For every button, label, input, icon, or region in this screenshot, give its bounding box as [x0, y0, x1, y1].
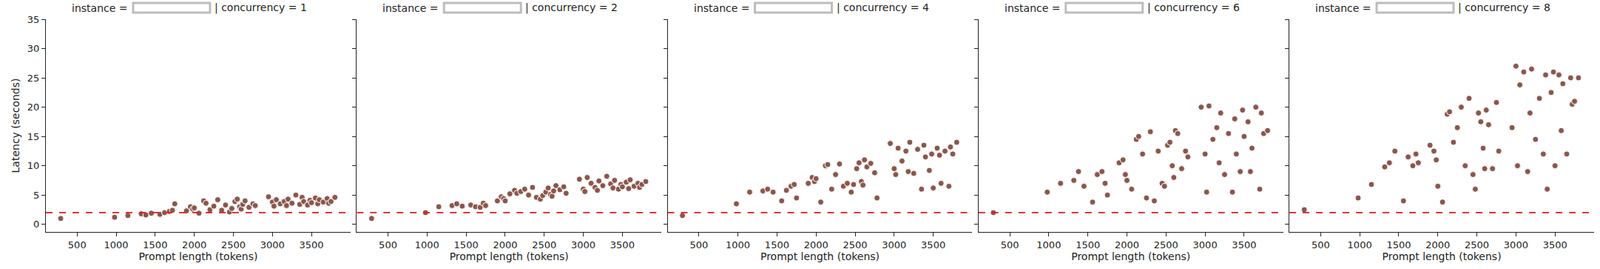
svg-text:instance =: instance = — [382, 2, 439, 15]
svg-text:3500: 3500 — [299, 238, 324, 251]
svg-text:10: 10 — [27, 159, 40, 171]
svg-text:2500: 2500 — [1153, 238, 1179, 251]
svg-text:1000: 1000 — [104, 238, 129, 251]
svg-text:35: 35 — [27, 14, 40, 26]
svg-text:Prompt length (tokens): Prompt length (tokens) — [1381, 250, 1501, 262]
svg-text:500: 500 — [689, 238, 708, 251]
svg-text:30: 30 — [27, 42, 40, 54]
svg-text:15: 15 — [27, 130, 40, 143]
svg-text:1500: 1500 — [454, 238, 479, 251]
svg-text:Prompt length (tokens): Prompt length (tokens) — [1071, 250, 1191, 262]
svg-text:2000: 2000 — [1114, 238, 1140, 251]
svg-text:instance =: instance = — [1315, 2, 1372, 15]
svg-text:5: 5 — [33, 189, 40, 201]
svg-text:2500: 2500 — [1464, 238, 1490, 251]
svg-text:Prompt length (tokens): Prompt length (tokens) — [760, 250, 880, 262]
svg-text:2000: 2000 — [492, 238, 518, 251]
svg-text:1000: 1000 — [725, 238, 751, 251]
svg-text:3000: 3000 — [1503, 238, 1529, 251]
svg-text:1500: 1500 — [142, 238, 168, 251]
svg-text:instance =: instance = — [693, 2, 751, 15]
svg-text:2500: 2500 — [842, 238, 867, 251]
svg-text:3500: 3500 — [1231, 238, 1257, 251]
svg-text:2000: 2000 — [1425, 238, 1450, 251]
svg-text:1000: 1000 — [1036, 238, 1061, 251]
svg-text:0: 0 — [33, 218, 40, 230]
svg-text:1000: 1000 — [1347, 238, 1373, 251]
svg-text:2500: 2500 — [531, 238, 557, 251]
svg-text:20: 20 — [27, 101, 40, 113]
svg-text:1000: 1000 — [414, 238, 440, 251]
svg-text:500: 500 — [1311, 238, 1331, 251]
svg-text:3500: 3500 — [610, 238, 635, 251]
svg-text:1500: 1500 — [1075, 238, 1100, 251]
svg-text:500: 500 — [1000, 238, 1020, 251]
svg-text:3000: 3000 — [1193, 238, 1218, 251]
svg-text:| concurrency = 1: | concurrency = 1 — [214, 1, 307, 15]
svg-text:1500: 1500 — [764, 238, 790, 251]
svg-text:Prompt length (tokens): Prompt length (tokens) — [449, 250, 569, 262]
svg-text:3500: 3500 — [1543, 238, 1568, 251]
svg-text:3500: 3500 — [920, 238, 946, 251]
svg-text:| concurrency = 8: | concurrency = 8 — [1457, 1, 1551, 15]
svg-text:Latency (seconds): Latency (seconds) — [9, 78, 22, 174]
svg-text:2000: 2000 — [181, 238, 207, 251]
svg-text:| concurrency = 6: | concurrency = 6 — [1147, 1, 1240, 15]
svg-text:3000: 3000 — [571, 238, 596, 251]
svg-text:| concurrency = 2: | concurrency = 2 — [525, 1, 618, 15]
svg-text:instance =: instance = — [71, 2, 128, 15]
svg-text:25: 25 — [27, 72, 40, 84]
svg-text:instance =: instance = — [1004, 2, 1061, 15]
svg-text:500: 500 — [68, 238, 87, 251]
svg-text:2000: 2000 — [804, 238, 829, 251]
svg-text:3000: 3000 — [881, 238, 907, 251]
svg-text:Prompt length (tokens): Prompt length (tokens) — [138, 250, 258, 262]
svg-text:2500: 2500 — [221, 238, 246, 251]
svg-text:| concurrency = 4: | concurrency = 4 — [836, 1, 930, 15]
svg-text:3000: 3000 — [260, 238, 285, 251]
svg-text:1500: 1500 — [1386, 238, 1411, 251]
svg-text:500: 500 — [378, 238, 398, 251]
